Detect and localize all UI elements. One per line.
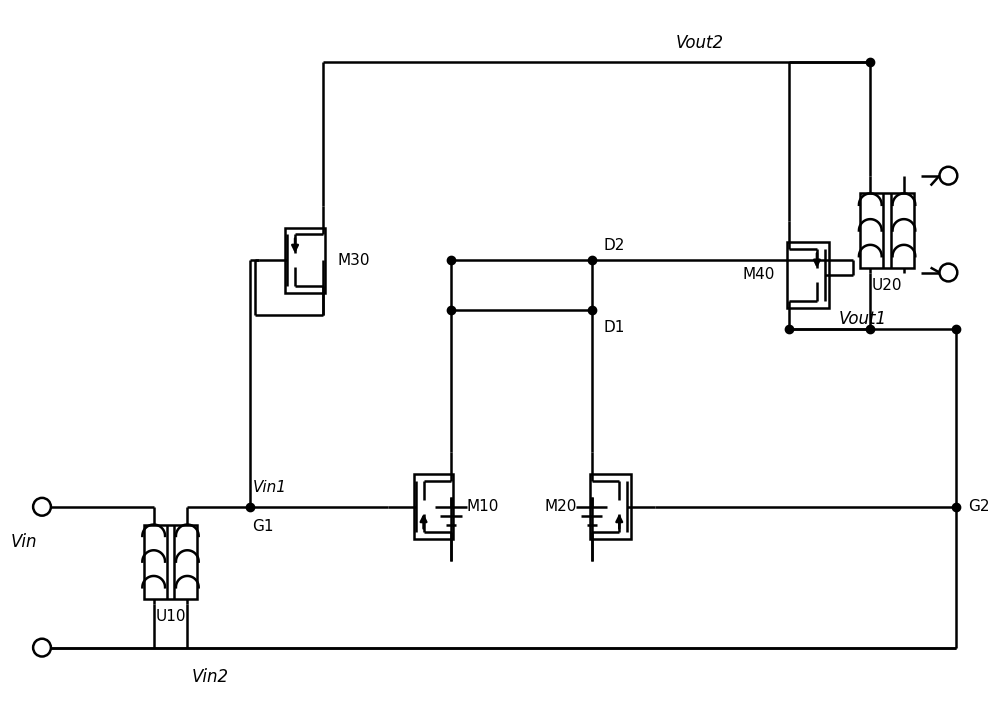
Text: G2: G2	[968, 499, 990, 514]
Bar	[285, 227, 325, 293]
Text: Vout1: Vout1	[839, 311, 887, 329]
Text: U20: U20	[872, 278, 902, 293]
Text: Vout2: Vout2	[675, 34, 723, 52]
Text: Vin: Vin	[11, 533, 37, 551]
Bar	[414, 474, 453, 539]
Text: M20: M20	[544, 499, 577, 514]
Text: M30: M30	[338, 252, 370, 267]
Bar	[787, 242, 829, 308]
Text: Vin1: Vin1	[253, 480, 287, 495]
Bar	[144, 525, 197, 599]
Bar	[590, 474, 631, 539]
Text: G1: G1	[253, 519, 274, 534]
Text: M10: M10	[466, 499, 498, 514]
Text: U10: U10	[155, 609, 186, 624]
Bar	[860, 193, 914, 267]
Text: Vin2: Vin2	[191, 668, 229, 686]
Text: D1: D1	[603, 320, 625, 335]
Text: M40: M40	[742, 267, 774, 283]
Text: D2: D2	[603, 238, 625, 253]
